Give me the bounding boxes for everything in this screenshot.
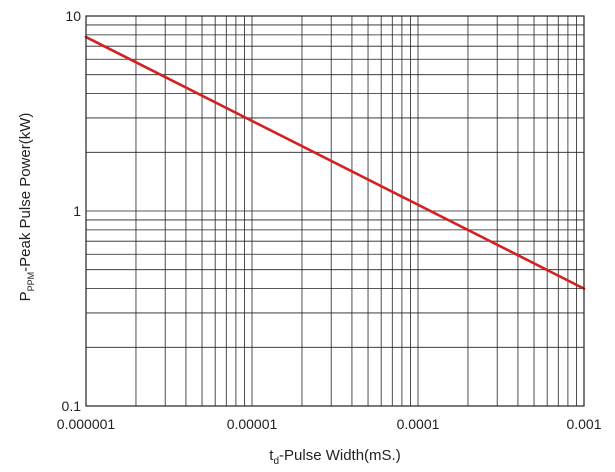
y-tick-label: 1 (73, 203, 81, 219)
x-tick-label: 0.001 (566, 416, 601, 432)
plot-grid (85, 16, 584, 407)
y-axis-title-main: P (17, 291, 34, 301)
series-line-1 (84, 35, 586, 290)
y-axis-title-sub: PPM (26, 272, 36, 292)
x-tick-labels: 0.000001 0.00001 0.0001 0.001 (57, 416, 602, 432)
y-axis-title: PPPM-Peak Pulse Power(kW) (17, 113, 36, 302)
x-tick-label: 0.0001 (397, 416, 440, 432)
y-tick-labels: 0.1 1 10 (62, 8, 82, 414)
x-axis-title: td-Pulse Width(mS.) (269, 447, 400, 467)
x-tick-label: 0.00001 (227, 416, 278, 432)
series-layer (84, 35, 586, 290)
x-tick-label: 0.000001 (57, 416, 116, 432)
y-axis-title-group: PPPM-Peak Pulse Power(kW) (17, 113, 36, 302)
x-axis-title-rest: -Pulse Width(mS.) (279, 447, 401, 464)
x-axis-title-main: t (269, 447, 274, 464)
y-axis-title-rest: -Peak Pulse Power(kW) (17, 113, 34, 272)
y-tick-label: 0.1 (62, 398, 82, 414)
x-axis-title-sub: d (273, 456, 279, 467)
y-tick-label: 10 (65, 8, 81, 24)
plot-frame (85, 15, 585, 407)
